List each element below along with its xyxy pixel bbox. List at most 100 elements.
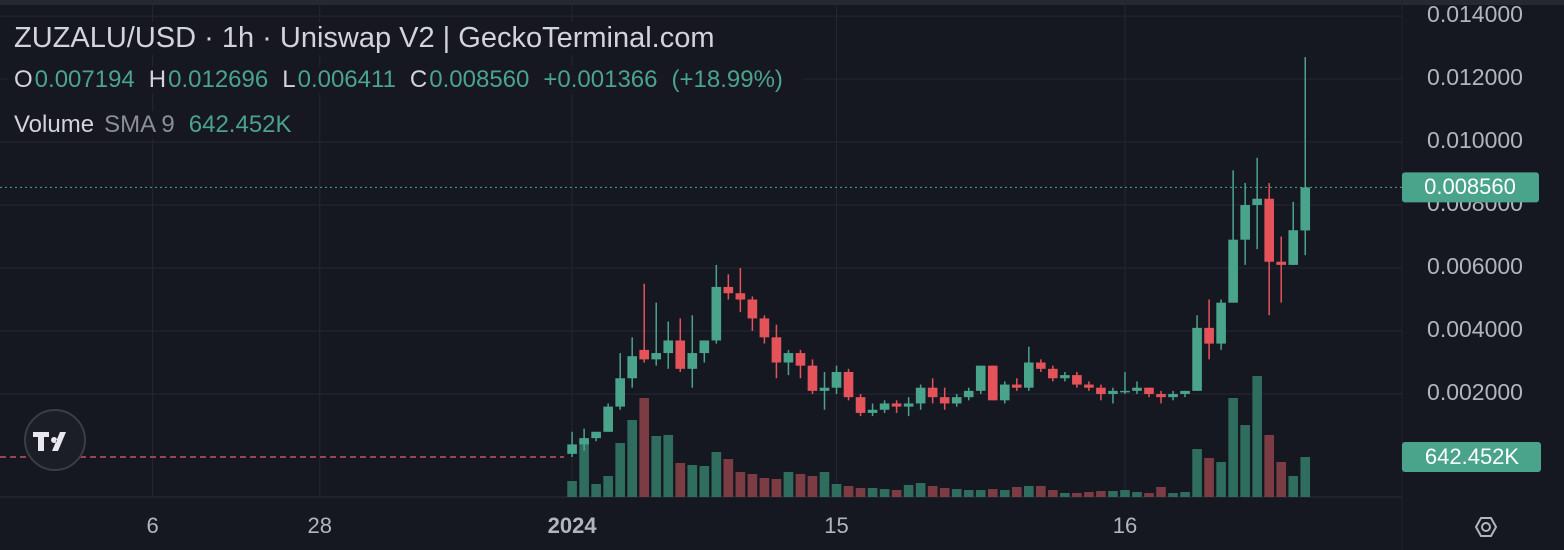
volume-bar [1204,458,1214,497]
candle-body [915,387,926,404]
candle-body [1024,362,1034,388]
volume-bar [747,474,758,497]
candle-body [1192,327,1202,391]
volume-bar [1180,492,1190,497]
settings-icon[interactable] [1474,517,1498,537]
ohlc-key: O [14,66,33,93]
candle-body [867,409,878,413]
volume-bar [867,487,878,497]
axes: 0.0020000.0040000.0060000.0080000.010000… [0,1,1541,538]
settings-dot[interactable] [1481,522,1491,532]
x-tick-label: 2024 [548,513,598,538]
volume-bar [723,459,734,497]
volume-bar [987,489,998,497]
volume-bar [663,434,674,497]
candle-body [939,397,950,404]
candle-body [567,444,577,454]
volume-bar [855,487,866,497]
last-volume-label: 642.452K [1425,444,1520,469]
candle-body [1108,390,1118,395]
candle-body [651,353,662,360]
settings-hexagon[interactable] [1474,517,1498,537]
candle-body [1204,327,1214,344]
volume-bar [975,490,986,497]
candle-body [1036,362,1046,369]
x-tick-label: 6 [147,513,159,538]
candle-body [735,293,746,300]
candle-body [1096,387,1106,395]
candle-body [1072,375,1082,385]
candle-body [879,403,890,410]
volume-bar [639,398,650,497]
volume-indicator: SMA 9 [104,111,175,138]
volume-bar [1240,425,1250,497]
candle-body [675,340,686,369]
candle-body [1144,387,1154,395]
candle-body [1288,230,1299,265]
x-tick-label: 15 [824,513,848,538]
volume-bar [591,483,601,497]
volume-bar [1036,485,1046,497]
ohlc-value: 0.008560 [429,66,530,93]
logo [24,409,86,471]
volume-bar [1108,491,1118,497]
candle-body [1048,368,1058,379]
volume-bar [759,478,770,497]
candle-body [1120,390,1130,393]
candle-body [603,406,613,432]
y-tick-label: 0.010000 [1427,127,1523,153]
candle-body [1264,198,1274,262]
volume-bar [687,464,698,497]
candle-body [963,390,974,398]
volume-bar [603,476,613,497]
volume-bar [615,443,625,497]
volume-bar [675,463,686,497]
volume-bar [891,490,902,497]
volume-bar [807,476,818,497]
volume-pane [567,376,1311,497]
ohlc-value: 0.012696 [168,66,269,93]
volume-bar [915,482,926,497]
change-percent: (+18.99%) [671,66,783,93]
candle-body [903,403,914,407]
candle-body [795,353,806,366]
volume-bar [1228,398,1238,497]
candle-body [1252,198,1262,206]
volume-bar [939,487,950,497]
volume-bar [843,485,854,497]
volume-title: Volume [14,111,95,138]
candle-body [711,286,722,341]
volume-bar [1300,456,1311,497]
ohlc-row: O 0.007194 H 0.012696 L 0.006411 C 0.008… [8,66,803,94]
volume-bar [819,471,830,497]
candle-body [819,387,830,391]
volume-bar [879,489,890,497]
candle-body [1300,187,1311,231]
candle-body [927,387,938,398]
candle-body [1180,390,1190,395]
volume-bar [963,490,974,497]
volume-bar [1120,490,1130,497]
candle-body [987,365,998,401]
volume-bar [1011,486,1022,497]
x-tick-label: 16 [1113,513,1137,538]
chart-title: ZUZALU/USD · 1h · Uniswap V2 | GeckoTerm… [8,22,721,55]
volume-bar [1192,448,1202,497]
volume-bar [927,485,938,497]
candle-body [1084,384,1094,388]
volume-bar [1072,493,1082,497]
candle-body [1168,394,1178,398]
volume-bar [1144,493,1154,497]
candle-body [843,371,854,398]
volume-bar [651,435,662,497]
volume-row: Volume SMA 9 642.452K [8,111,312,139]
candle-body [579,438,589,445]
volume-indicator-value: 642.452K [188,111,292,138]
volume-bar [903,484,914,497]
volume-bar [1168,493,1178,497]
candle-body [639,349,650,360]
last-price-box [1402,172,1539,203]
candle-body [699,340,710,354]
volume-bar [1252,376,1262,497]
